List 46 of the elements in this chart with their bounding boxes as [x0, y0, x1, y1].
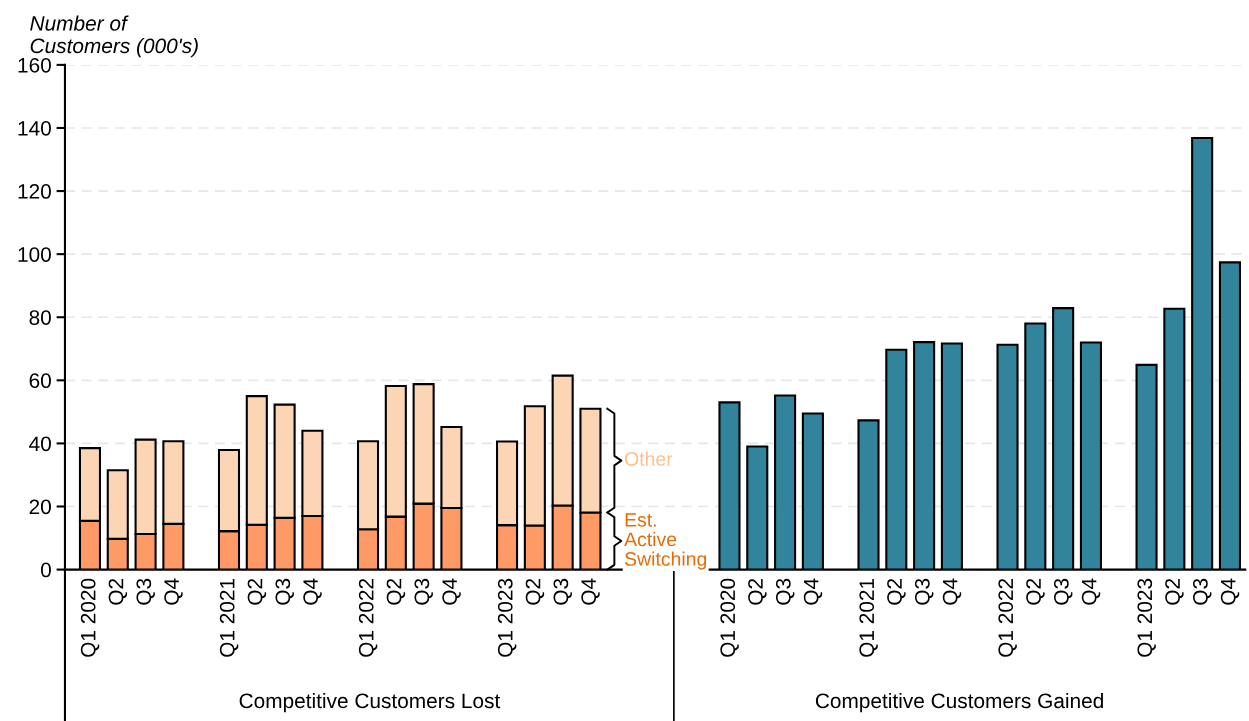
y-tick-label: 0 [40, 562, 51, 578]
x-tick-label: Q2 [108, 578, 128, 605]
x-tick-label: Q1 2022 [998, 578, 1017, 657]
x-tick-label: Q4 [303, 578, 322, 605]
series-label: Est. Active Switching [624, 513, 707, 570]
x-tick-label: Q1 2023 [1137, 578, 1156, 657]
y-tick-label: 140 [18, 120, 51, 136]
text: Competitive Customers Lost [239, 692, 501, 713]
x-tick-label: Q2 [525, 578, 545, 605]
x-tick-label: Q4 [581, 578, 600, 605]
x-tick-label: Q1 2021 [859, 578, 878, 657]
x-tick-label: Q3 [1193, 578, 1212, 605]
x-tick-label: Q2 [887, 578, 906, 605]
text: Competitive Customers Gained [815, 692, 1103, 713]
x-tick-label: Q4 [442, 578, 461, 605]
y-axis-title: Number of Customers (000's) [30, 15, 198, 58]
x-tick-label: Q2 [386, 578, 406, 605]
y-tick-label: 160 [18, 57, 51, 73]
x-tick-label: Q1 2020 [80, 578, 100, 657]
x-tick-label: Q4 [942, 578, 962, 605]
y-tick-label: 100 [18, 247, 51, 262]
y-tick-label: 40 [29, 436, 51, 452]
x-tick-label: Q3 [275, 578, 294, 605]
x-tick-label: Q1 2023 [497, 578, 517, 657]
y-tick-label: 60 [29, 373, 51, 389]
x-tick-label: Q2 [1165, 578, 1184, 605]
x-tick-label: Q2 [1026, 578, 1045, 605]
x-tick-label: Q4 [1220, 578, 1240, 605]
x-tick-label: Q2 [748, 578, 767, 605]
x-tick-label: Q3 [136, 578, 155, 605]
y-tick-label: 120 [18, 184, 51, 199]
x-tick-label: Q1 2020 [720, 578, 739, 657]
x-tick-label: Q4 [1081, 578, 1101, 605]
series-label: Other [625, 451, 673, 466]
x-tick-label: Q3 [775, 578, 795, 605]
y-tick-label: 80 [29, 310, 51, 325]
x-tick-label: Q1 2021 [219, 578, 239, 657]
y-tick-label: 20 [29, 499, 51, 515]
x-tick-label: Q3 [414, 578, 433, 605]
x-tick-label: Q4 [164, 578, 183, 605]
x-tick-label: Q1 2022 [358, 578, 378, 657]
x-tick-label: Q3 [1053, 578, 1073, 605]
x-tick-label: Q3 [914, 578, 934, 605]
x-tick-label: Q4 [803, 578, 823, 605]
x-tick-label: Q3 [553, 578, 572, 605]
x-tick-label: Q2 [247, 578, 267, 605]
